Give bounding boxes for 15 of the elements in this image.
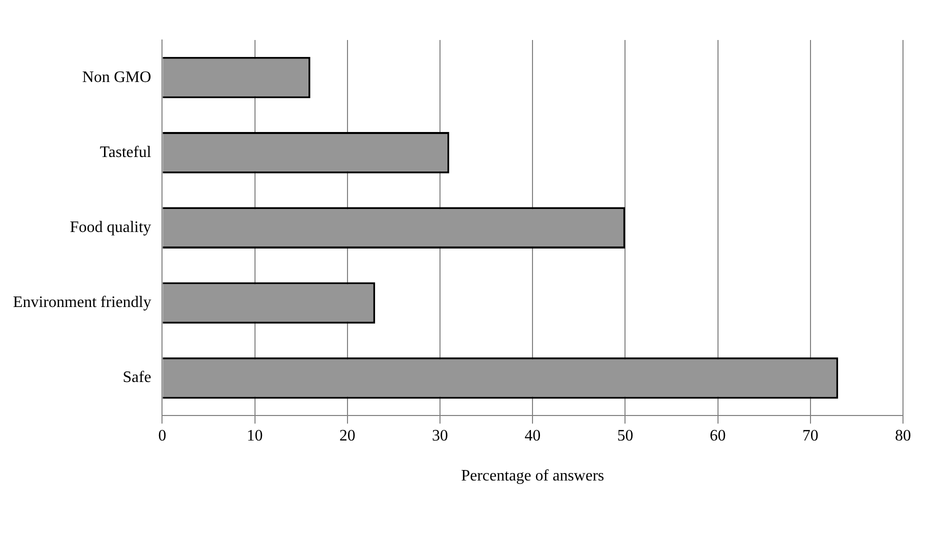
x-tick-label: 40 [524,427,541,444]
x-tick-label: 10 [246,427,263,444]
x-tick-label: 70 [802,427,818,444]
y-tick-label: Environment friendly [13,294,152,312]
x-tick-label: 30 [432,427,448,444]
x-tick-label: 20 [339,427,356,444]
x-tick-label: 0 [158,427,166,444]
x-tick-label: 50 [617,427,634,444]
x-axis-title: Percentage of answers [461,468,604,485]
x-tick-label: 60 [710,427,726,444]
y-tick-label: Tasteful [100,144,152,161]
y-tick-label: Safe [122,369,152,386]
x-tick-label: 80 [895,427,911,444]
y-tick-label: Non GMO [82,68,152,86]
y-tick-label: Food quality [70,219,152,236]
